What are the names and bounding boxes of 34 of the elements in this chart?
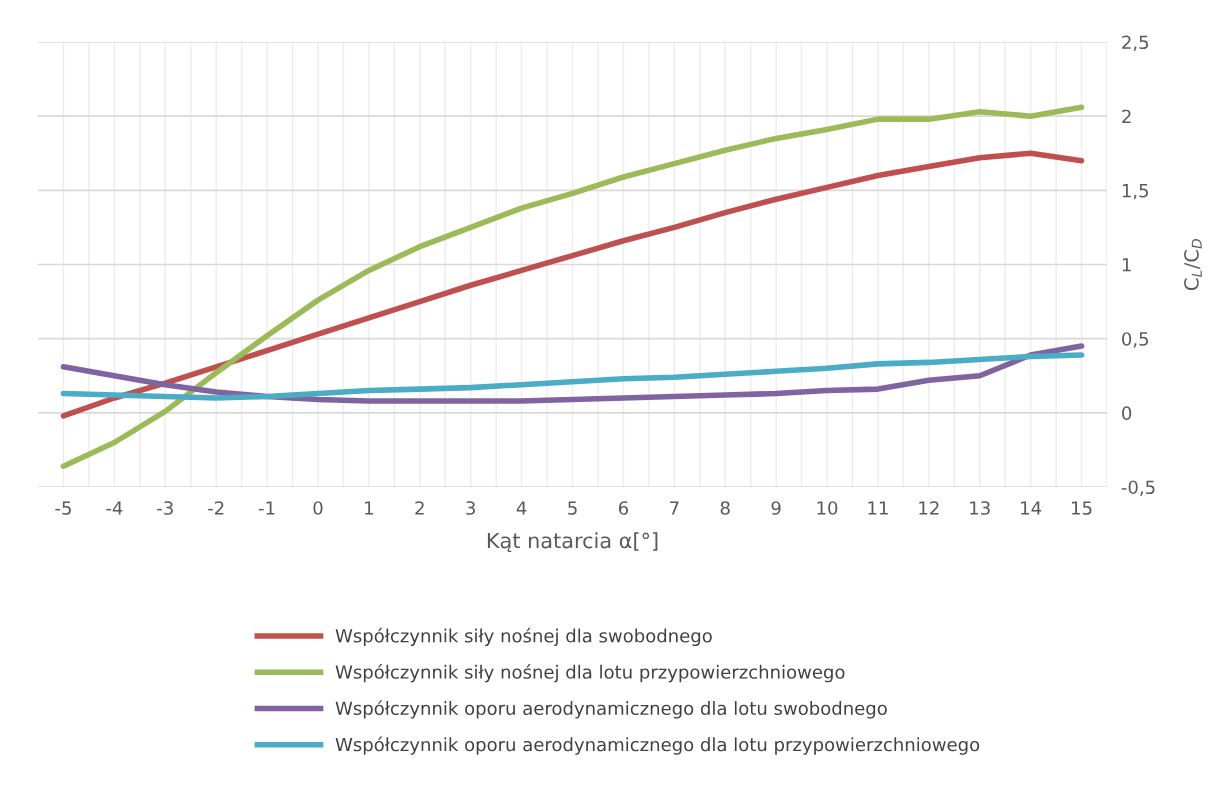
x-axis-title: Kąt natarcia α[°]: [487, 532, 658, 553]
x-tick-label: -5: [55, 501, 71, 515]
y-tick-label: 2: [1122, 109, 1131, 124]
y-tick-label: 1,5: [1122, 184, 1149, 200]
x-tick-label: 6: [618, 501, 629, 515]
x-tick-label: 14: [1021, 501, 1042, 515]
y-tick-label: 1: [1122, 258, 1131, 272]
y-tick-label: 0: [1122, 406, 1132, 420]
x-tick-label: 9: [771, 501, 781, 515]
legend-label: Współczynnik oporu aerodynamicznego dla lotu swobodnego: [335, 700, 887, 719]
x-tick-label: 3: [466, 501, 475, 515]
x-tick-label: -4: [106, 501, 123, 515]
x-tick-label: 1: [365, 501, 373, 515]
legend-label: Współczynnik oporu aerodynamicznego dla lotu przypowierzchniowego: [335, 736, 980, 755]
x-tick-label: -1: [258, 501, 275, 515]
x-tick-label: 12: [919, 501, 939, 515]
y-tick-label: -0,5: [1121, 480, 1155, 496]
x-tick-label: 4: [516, 501, 527, 515]
x-tick-label: 2: [415, 501, 424, 515]
legend-label: Współczynnik siły nośnej dla lotu przypowierzchniowego: [335, 664, 845, 683]
y-tick-label: 2,5: [1122, 35, 1149, 51]
x-tick-label: 5: [568, 501, 577, 515]
x-tick-label: 15: [1072, 501, 1092, 515]
y-axis-title: C$_{L}$/C$_{D}$: [1184, 239, 1202, 291]
y-tick-label: 0,5: [1122, 332, 1149, 348]
x-tick-label: 8: [720, 501, 730, 515]
x-tick-label: 0: [313, 501, 323, 515]
x-tick-label: -2: [208, 501, 224, 515]
x-tick-label: 7: [670, 501, 679, 515]
x-tick-label: -3: [157, 501, 173, 515]
x-tick-label: 11: [868, 501, 888, 515]
x-tick-label: 13: [970, 501, 990, 515]
x-tick-label: 10: [817, 501, 838, 515]
legend-label: Współczynnik siły nośnej dla swobodnego: [335, 627, 712, 647]
